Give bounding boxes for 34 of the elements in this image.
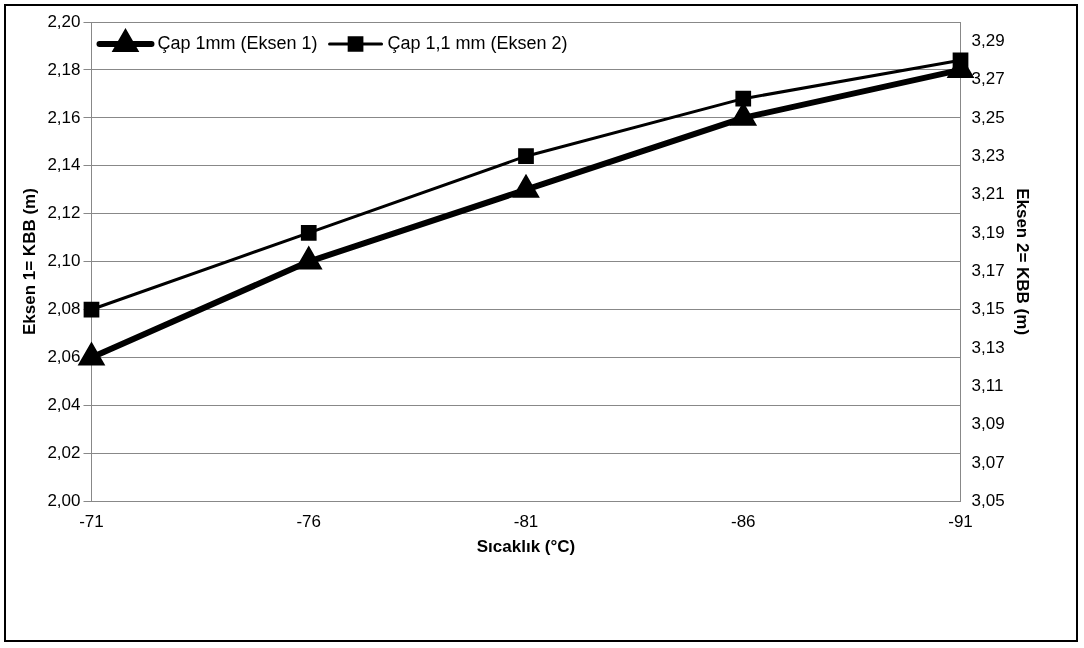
y-tick-label: 2,00 [47,490,81,510]
y2-tick-label: 3,19 [971,222,1005,242]
y2-tick-label: 3,09 [971,414,1005,434]
y-tick-label: 2,02 [47,442,81,462]
y-axis-title: Eksen 1= KBB (m) [19,188,39,336]
x-tick-label: -86 [730,512,756,532]
y2-tick-label: 3,25 [971,107,1005,127]
y2-tick-label: 3,13 [971,337,1005,357]
y2-tick-label: 3,21 [971,184,1005,204]
y-tick-label: 2,10 [47,251,81,271]
y2-tick-label: 3,29 [971,30,1005,50]
x-tick-label: -91 [948,512,973,532]
y2-tick-label: 3,23 [971,145,1005,165]
x-tick-label: -71 [79,512,104,532]
y2-tick-label: 3,17 [971,260,1005,280]
legend-label: Çap 1,1 mm (Eksen 2) [387,32,568,53]
y2-tick-label: 3,05 [971,490,1005,510]
y-tick-label: 2,08 [47,299,81,319]
y-tick-label: 2,16 [47,107,81,127]
y-tick-label: 2,14 [47,155,81,175]
y-tick-label: 2,04 [47,395,81,415]
y-tick-label: 2,06 [47,347,81,367]
y2-tick-label: 3,27 [971,69,1005,89]
y-tick-label: 2,18 [47,59,81,79]
x-tick-label: -76 [296,512,322,532]
x-axis-title: Sıcaklık (°C) [476,537,576,557]
legend-label: Çap 1mm (Eksen 1) [157,32,318,53]
y-tick-label: 2,20 [47,11,81,31]
y2-tick-label: 3,15 [971,299,1005,319]
y2-axis-title: Eksen 2= KBB (m) [1013,188,1033,336]
y2-tick-label: 3,07 [971,452,1005,472]
y2-tick-label: 3,11 [971,375,1004,395]
y-tick-label: 2,12 [47,203,81,223]
x-tick-label: -81 [513,512,539,532]
